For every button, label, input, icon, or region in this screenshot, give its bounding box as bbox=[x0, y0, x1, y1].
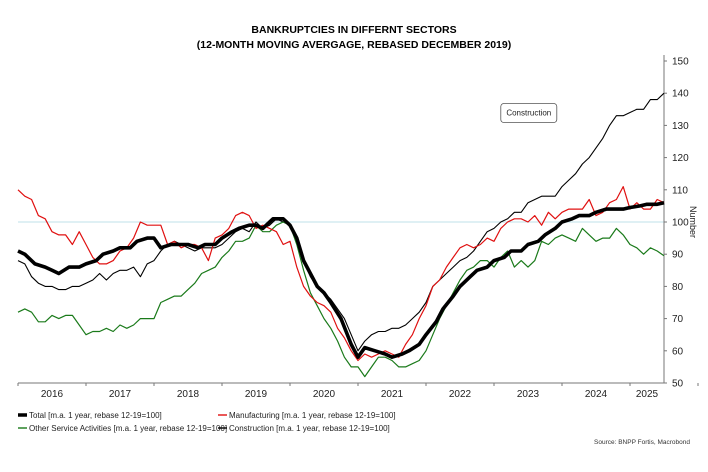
y-tick-label: 110 bbox=[672, 185, 688, 196]
legend-construction-label: Construction [m.a. 1 year, rebase 12-19=… bbox=[229, 424, 390, 433]
y-tick-label: 100 bbox=[672, 218, 689, 229]
series-manufacturing-line bbox=[17, 186, 665, 362]
series-total-line bbox=[17, 200, 665, 360]
annotation-text: Construction bbox=[506, 109, 551, 118]
y-axis-label: Number bbox=[688, 206, 698, 238]
x-tick-label: 2019 bbox=[245, 389, 268, 400]
construction-annotation: Construction bbox=[500, 103, 558, 123]
x-tick-label: 2022 bbox=[449, 389, 472, 400]
annotation-box bbox=[500, 103, 558, 123]
series-construction-line bbox=[17, 92, 665, 352]
y-tick-label: 130 bbox=[672, 121, 689, 132]
x-tick-label: 2021 bbox=[381, 389, 404, 400]
source-note: Source: BNPP Fortis, Macrobond bbox=[594, 439, 690, 446]
x-tick-label: 2020 bbox=[313, 389, 336, 400]
legend: Total [m.a. 1 year, rebase 12-19=100] Man… bbox=[18, 411, 396, 433]
y-tick-label: 70 bbox=[672, 314, 684, 325]
chart-subtitle: (12-MONTH MOVING AVERGAGE, REBASED DECEM… bbox=[197, 39, 511, 51]
legend-total-label: Total [m.a. 1 year, rebase 12-19=100] bbox=[29, 411, 162, 420]
x-tick-label: 2024 bbox=[585, 389, 608, 400]
x-tick-label: 2016 bbox=[41, 389, 64, 400]
y-tick-label: 50 bbox=[672, 379, 684, 390]
x-tick-label: 2025 bbox=[636, 389, 659, 400]
y-tick-label: 150 bbox=[672, 57, 689, 68]
y-tick-label: 120 bbox=[672, 153, 689, 164]
legend-manufacturing-label: Manufacturing [m.a. 1 year, rebase 12-19… bbox=[229, 411, 396, 420]
chart-title: BANKRUPTCIES IN DIFFERNT SECTORS bbox=[251, 24, 456, 36]
series-other-services-line bbox=[17, 221, 665, 378]
series-group bbox=[17, 92, 665, 378]
y-tick-label: 140 bbox=[672, 89, 689, 100]
legend-other-services-label: Other Service Activities [m.a. 1 year, r… bbox=[29, 424, 227, 433]
y-tick-label: 80 bbox=[672, 282, 684, 293]
y-tick-label: 60 bbox=[672, 346, 684, 357]
x-tick-label: 2023 bbox=[517, 389, 540, 400]
x-tick-label: 2018 bbox=[177, 389, 200, 400]
y-tick-label: 90 bbox=[672, 250, 684, 261]
axes: 2016 2017 2018 2019 2020 2021 2022 2023 2024 2025… bbox=[17, 55, 699, 400]
x-tick-label: 2017 bbox=[109, 389, 132, 400]
